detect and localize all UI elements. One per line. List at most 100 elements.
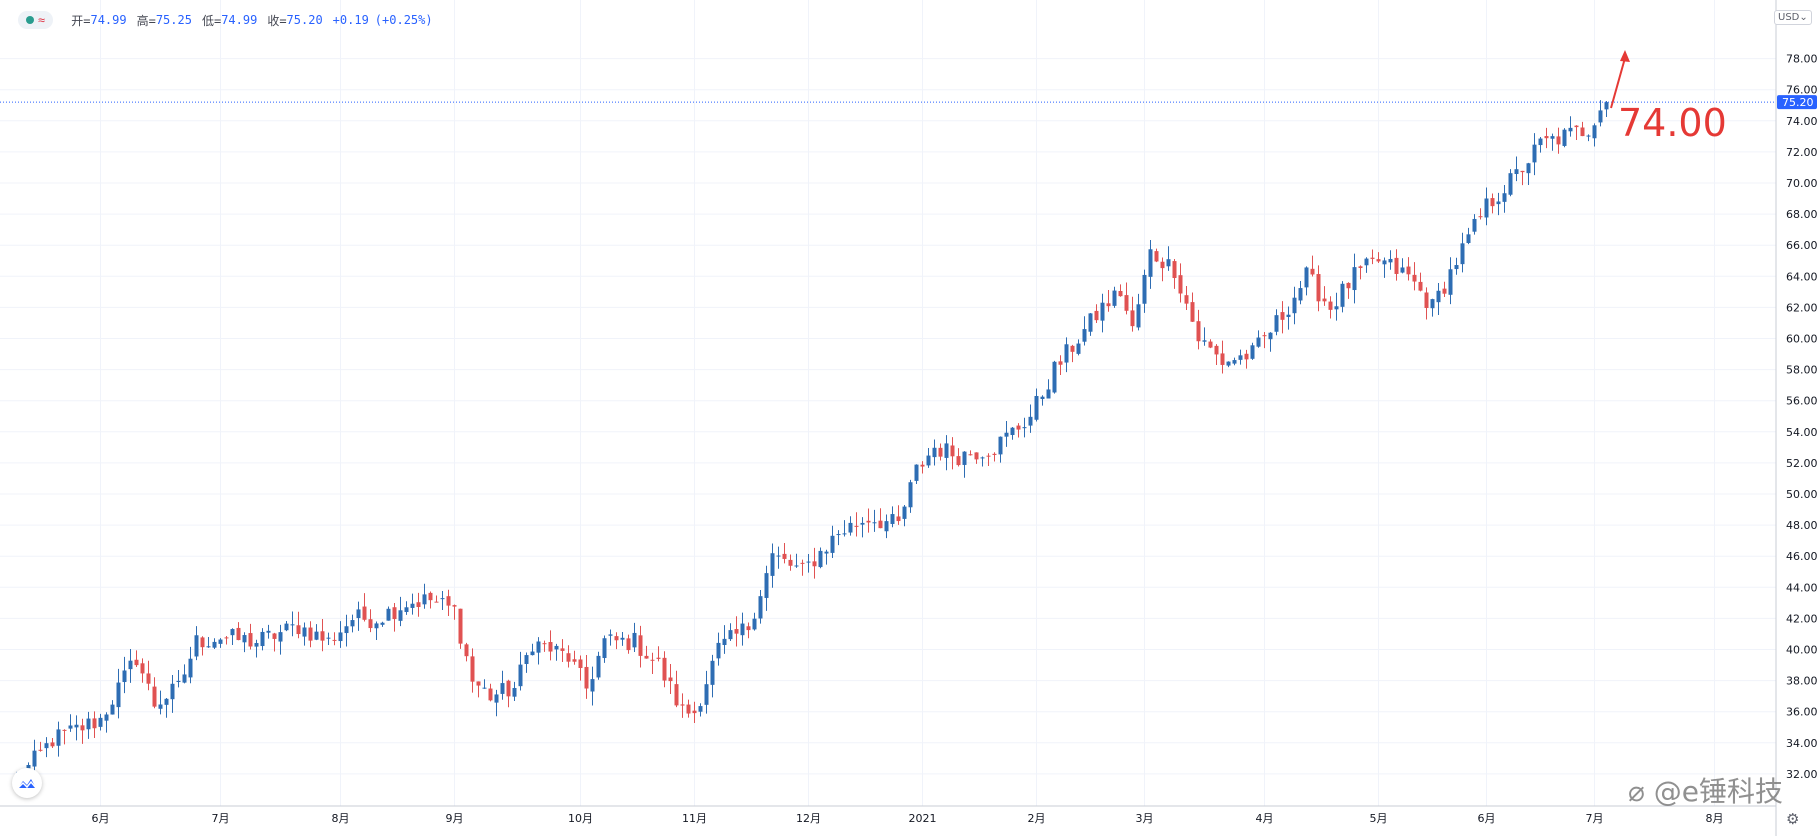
candle-body [596,655,601,678]
candle-body [266,630,271,633]
candle-body [572,659,577,662]
price-tag-label: 75.20 [1782,96,1814,109]
symbol-status[interactable]: ≈ [18,11,54,29]
candle-body [1520,170,1525,173]
high-label: 高= [136,13,156,28]
open-label: 开= [71,13,91,28]
candle-body [716,642,721,659]
candle-body [1190,302,1195,322]
candle-body [362,606,367,620]
candle-body [782,553,787,559]
candle-body [962,451,967,465]
candle-body [578,659,583,668]
candle-body [1574,125,1579,128]
logo-mountain-icon [17,779,37,789]
grid [0,0,1776,806]
currency-selector[interactable]: USD⌄ [1774,10,1812,25]
candle-body [350,620,355,627]
candle-body [236,627,241,641]
candle-body [1244,353,1249,360]
candle-body [458,608,463,644]
candle-body [1112,290,1117,306]
candle-body [680,704,685,706]
candle-body [380,622,385,625]
candle-body [686,704,691,714]
candle-body [188,658,193,678]
candle-body [956,456,961,466]
candle-body [914,464,919,481]
candle-body [38,749,43,751]
candle-body [524,655,529,664]
candle-body [1538,138,1543,146]
candle-body [116,682,121,708]
candle-body [1214,345,1219,355]
candle-body [158,704,163,709]
candle-body [374,623,379,629]
candle-body [1598,110,1603,123]
x-tick-label: 8月 [332,812,350,825]
y-tick-label: 32.00 [1786,768,1818,781]
annotation: 74.00 [1610,50,1727,145]
candle-body [284,623,289,631]
candle-body [566,653,571,662]
candle-body [1370,257,1375,259]
candle-body [1394,257,1399,274]
candle-body [1298,288,1303,301]
candle-body [752,618,757,630]
candle-body [746,626,751,631]
gear-icon[interactable]: ⚙ [1786,810,1800,828]
candle-body [1430,299,1435,309]
candle-body [86,718,91,730]
candle-body [1286,314,1291,317]
candle-body [1340,283,1345,307]
candle-body [278,632,283,642]
candle-body [122,670,127,683]
candle-body [1556,136,1561,145]
candle-body [212,641,217,648]
y-tick-label: 56.00 [1786,395,1818,408]
candle-body [1508,173,1513,195]
candle-body [44,743,49,749]
candle-body [662,657,667,681]
candle-body [1592,125,1597,139]
candle-body [944,443,949,458]
candle-body [200,637,205,648]
chart-logo-icon[interactable] [12,768,42,798]
x-tick-label: 2021 [909,812,937,825]
y-tick-label: 36.00 [1786,706,1818,719]
candle-body [968,454,973,456]
candle-body [1562,129,1567,146]
candle-body [536,641,541,653]
candle-body [530,651,535,656]
candle-body [368,619,373,629]
candle-body [1406,266,1411,275]
candle-body [416,602,421,607]
candle-body [1262,335,1267,337]
x-tick-label: 6月 [92,812,110,825]
candle-body [1148,249,1153,277]
y-tick-label: 60.00 [1786,333,1818,346]
candle-body [428,592,433,601]
watermark-text: @e锤科技 [1653,775,1783,808]
x-tick-label: 4月 [1256,812,1274,825]
candle-body [1082,329,1087,342]
x-tick-label: 7月 [212,812,230,825]
candle-body [1106,303,1111,307]
candle-body [1052,361,1057,393]
candle-body [1442,288,1447,294]
candle-body [938,447,943,457]
candle-body [734,629,739,634]
candle-body [1460,243,1465,265]
candle-body [812,561,817,567]
candle-body [1178,275,1183,294]
y-tick-label: 48.00 [1786,519,1818,532]
candle-body [194,635,199,657]
candle-body [758,596,763,619]
y-tick-label: 34.00 [1786,737,1818,750]
x-tick-label: 5月 [1370,812,1388,825]
candle-body [878,520,883,529]
candle-body [698,706,703,712]
candle-body [218,639,223,644]
annotation-label: 74.00 [1618,101,1727,145]
